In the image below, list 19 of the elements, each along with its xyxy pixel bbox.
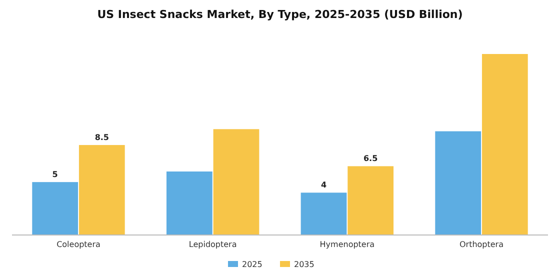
- bar: [348, 166, 394, 235]
- bar: [213, 129, 260, 235]
- bar: [300, 192, 347, 235]
- data-label: 4: [320, 180, 327, 190]
- x-tick-label: Orthoptera: [459, 240, 504, 249]
- chart-title: US Insect Snacks Market, By Type, 2025-2035 (USD Billion): [97, 8, 463, 21]
- data-label: 6.5: [363, 154, 378, 164]
- x-tick-label: Coleoptera: [56, 240, 101, 249]
- data-label: 5: [52, 170, 58, 180]
- bar: [435, 131, 482, 235]
- bar: [78, 145, 125, 235]
- legend-label: 2025: [242, 260, 262, 269]
- legend-label: 2035: [294, 260, 314, 269]
- x-tick-label: Hymenoptera: [320, 240, 375, 249]
- bar: [482, 54, 528, 235]
- x-tick-label: Lepidoptera: [188, 240, 237, 249]
- bar: [32, 182, 78, 235]
- bar: [166, 171, 212, 235]
- data-label: 8.5: [94, 133, 110, 142]
